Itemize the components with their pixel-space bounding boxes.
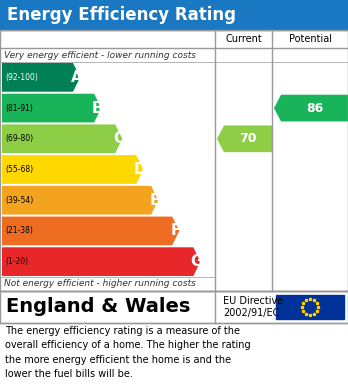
Text: Not energy efficient - higher running costs: Not energy efficient - higher running co… <box>4 280 196 289</box>
Text: (21-38): (21-38) <box>5 226 33 235</box>
Polygon shape <box>2 186 158 215</box>
Text: (92-100): (92-100) <box>5 73 38 82</box>
Text: Energy Efficiency Rating: Energy Efficiency Rating <box>7 6 236 24</box>
Text: The energy efficiency rating is a measure of the
overall efficiency of a home. T: The energy efficiency rating is a measur… <box>5 326 251 379</box>
Bar <box>276 295 344 319</box>
Text: 70: 70 <box>239 132 257 145</box>
Text: Very energy efficient - lower running costs: Very energy efficient - lower running co… <box>4 50 196 59</box>
Text: EU Directive
2002/91/EC: EU Directive 2002/91/EC <box>223 296 283 318</box>
Text: (39-54): (39-54) <box>5 196 33 205</box>
Text: Potential: Potential <box>288 34 332 44</box>
Polygon shape <box>2 247 200 276</box>
Text: 86: 86 <box>306 102 323 115</box>
Text: England & Wales: England & Wales <box>6 298 190 316</box>
Text: F: F <box>171 223 181 239</box>
Text: E: E <box>149 193 160 208</box>
Polygon shape <box>2 155 143 184</box>
Text: (69-80): (69-80) <box>5 134 33 143</box>
Polygon shape <box>2 63 80 92</box>
Polygon shape <box>274 95 348 122</box>
Text: (55-68): (55-68) <box>5 165 33 174</box>
Text: C: C <box>113 131 124 146</box>
Polygon shape <box>2 94 101 122</box>
Text: D: D <box>134 162 146 177</box>
Text: Current: Current <box>225 34 262 44</box>
Bar <box>0 0 348 30</box>
Text: G: G <box>191 254 203 269</box>
Text: (1-20): (1-20) <box>5 257 28 266</box>
Text: B: B <box>92 100 103 116</box>
Polygon shape <box>217 126 272 152</box>
Polygon shape <box>2 124 122 153</box>
Text: (81-91): (81-91) <box>5 104 33 113</box>
Bar <box>0 30 348 291</box>
Bar <box>0 291 348 323</box>
Polygon shape <box>2 217 179 245</box>
Text: A: A <box>71 70 82 85</box>
